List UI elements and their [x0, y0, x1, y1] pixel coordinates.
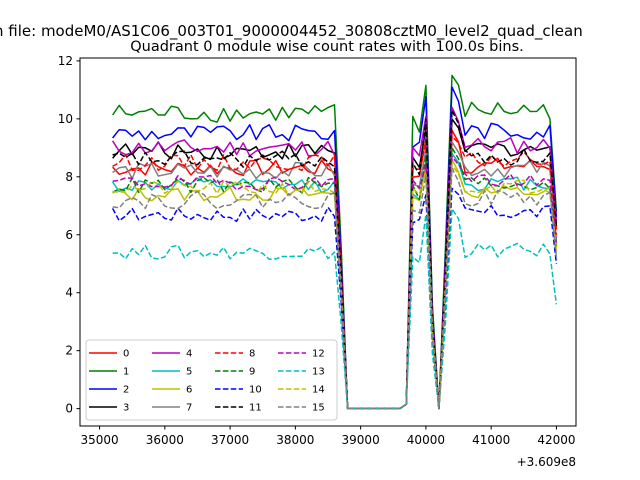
legend-label-0: 0 [123, 349, 129, 360]
y-tick-label: 4 [65, 286, 73, 300]
y-tick-label: 2 [65, 344, 73, 358]
legend-label-7: 7 [186, 403, 192, 414]
y-tick-label: 12 [58, 54, 73, 68]
x-tick-label: 37000 [211, 433, 249, 447]
legend-label-10: 10 [249, 385, 262, 396]
x-tick-label: 39000 [342, 433, 380, 447]
x-axis-offset-label: +3.609e8 [517, 455, 576, 469]
series-layer [111, 74, 558, 410]
series-line-7 [112, 141, 558, 410]
series-line-11 [112, 109, 558, 410]
y-axis: 0 2 4 6 8 10 12 [58, 54, 80, 416]
series-line-13 [112, 207, 558, 410]
y-tick-label: 0 [65, 402, 73, 416]
y-tick-label: 6 [65, 228, 73, 242]
series-line-2 [112, 86, 558, 410]
x-tick-label: 42000 [537, 433, 575, 447]
x-tick-label: 36000 [146, 433, 184, 447]
x-axis: 35000 36000 37000 38000 39000 40000 41000 42000 [80, 426, 576, 447]
x-tick-label: 38000 [276, 433, 314, 447]
series-line-8 [112, 135, 558, 410]
legend-label-5: 5 [186, 367, 192, 378]
series-line-1 [111, 74, 558, 410]
legend-label-3: 3 [123, 403, 129, 414]
legend-label-2: 2 [123, 385, 129, 396]
legend-label-1: 1 [123, 367, 129, 378]
legend-frame [85, 339, 338, 421]
legend-label-6: 6 [186, 385, 192, 396]
x-tick-label: 41000 [472, 433, 510, 447]
legend-label-11: 11 [249, 403, 262, 414]
series-line-15 [112, 167, 558, 410]
legend-label-9: 9 [249, 367, 255, 378]
y-tick-label: 8 [65, 170, 73, 184]
legend-label-8: 8 [249, 349, 255, 360]
figure-suptitle: n file: modeM0/AS1C06_003T01_9000004452_… [0, 22, 583, 41]
legend-label-15: 15 [312, 403, 325, 414]
legend-label-14: 14 [312, 385, 325, 396]
series-line-12 [112, 155, 558, 410]
axes-frame [79, 57, 577, 427]
y-tick-label: 10 [58, 112, 73, 126]
chart-title: Quadrant 0 module wise count rates with … [130, 39, 524, 55]
x-tick-label: 35000 [80, 433, 118, 447]
legend-label-12: 12 [312, 349, 325, 360]
legend-label-13: 13 [312, 367, 325, 378]
x-tick-label: 40000 [407, 433, 445, 447]
legend-label-4: 4 [186, 349, 192, 360]
series-line-10 [111, 187, 558, 410]
